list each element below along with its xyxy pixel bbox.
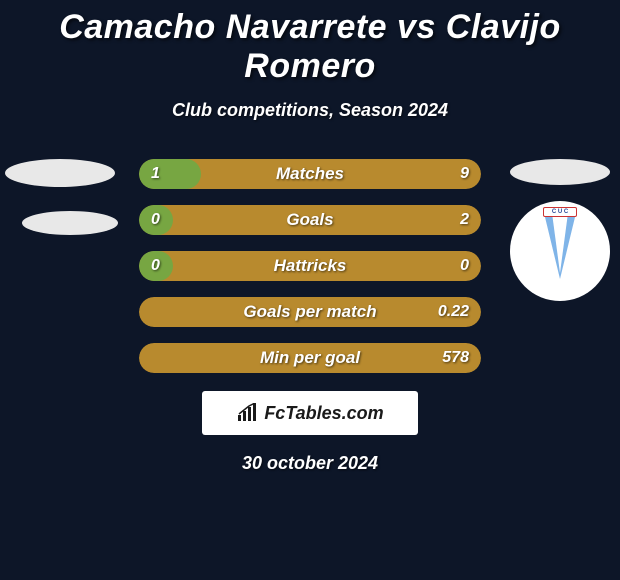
bar-row: 02Goals [139, 205, 481, 235]
left-player-marker-1 [5, 159, 115, 187]
right-player-marker [510, 159, 610, 185]
footer-logo-text: FcTables.com [264, 403, 383, 424]
page-subtitle: Club competitions, Season 2024 [0, 100, 620, 121]
bar-list: 19Matches 02Goals 00Hattricks 0.22Goals per… [139, 159, 481, 373]
bar-label: Matches [139, 159, 481, 189]
left-player-marker-2 [22, 211, 118, 235]
bar-row: 00Hattricks [139, 251, 481, 281]
page-title: Camacho Navarrete vs Clavijo Romero [0, 0, 620, 86]
bar-chart-icon [236, 403, 260, 423]
badge-circle: C U C [510, 201, 610, 301]
badge-top-label: C U C [543, 207, 577, 217]
bar-row: 0.22Goals per match [139, 297, 481, 327]
footer-logo: FcTables.com [236, 403, 383, 424]
bar-row: 578Min per goal [139, 343, 481, 373]
bar-label: Goals [139, 205, 481, 235]
footer-attribution-box: FcTables.com [202, 391, 418, 435]
badge-pennant-inner [552, 213, 568, 273]
bar-label: Hattricks [139, 251, 481, 281]
right-club-badge: C U C [510, 201, 610, 301]
bar-row: 19Matches [139, 159, 481, 189]
date-line: 30 october 2024 [0, 453, 620, 474]
bar-label: Min per goal [139, 343, 481, 373]
comparison-chart: C U C 19Matches 02Goals 00Hattricks 0.22Goa… [0, 159, 620, 373]
bar-label: Goals per match [139, 297, 481, 327]
